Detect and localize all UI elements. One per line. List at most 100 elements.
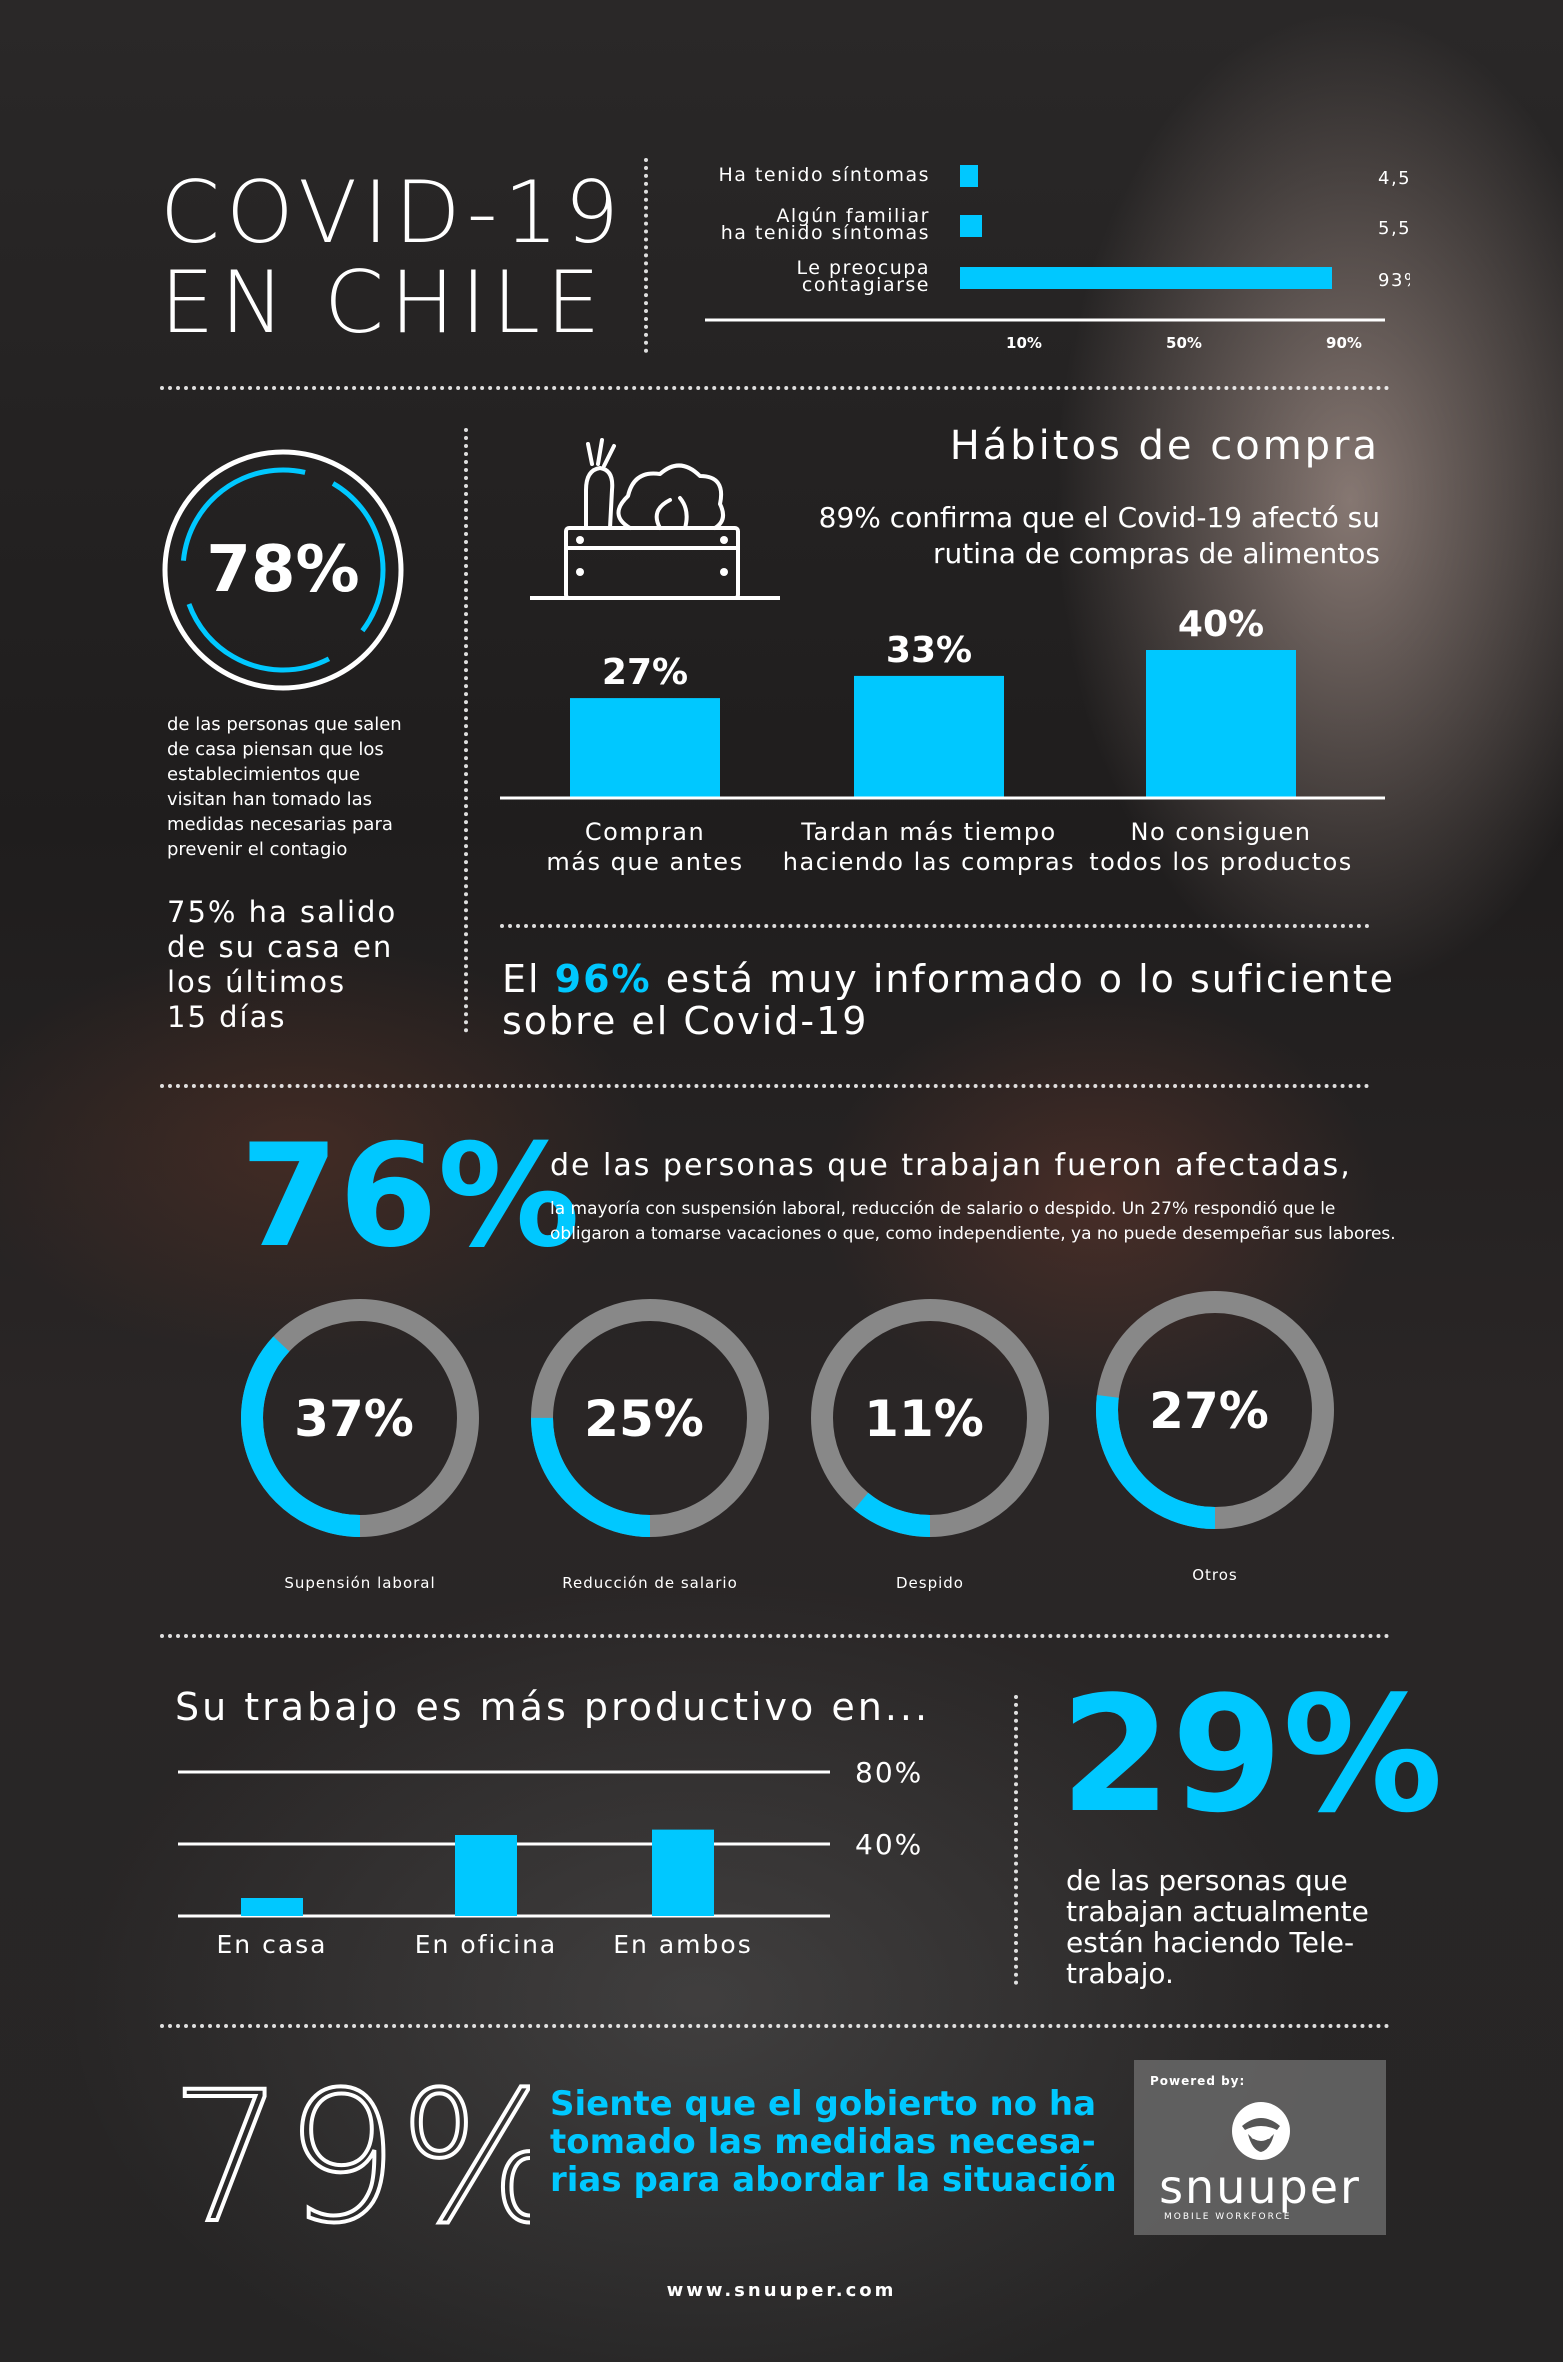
informed-highlight: 96% [554,957,652,1001]
symptom-label-1: ha tenido síntomas [721,222,930,244]
symptom-value-2: 93% [1378,270,1410,291]
productive-title: Su trabajo es más productivo en... [175,1685,931,1729]
donut-value-1: 25% [584,1390,704,1448]
shopping-label-0: Compran [585,818,705,846]
informed-line-2: sobre el Covid-19 [502,999,869,1043]
donut-value-0: 37% [294,1390,414,1448]
shopping-label-1: Tardan más tiempo [800,818,1056,846]
shopping-value-2: 40% [1178,604,1264,645]
symptom-tick-2: 90% [1326,334,1362,352]
divider-4 [160,1634,1390,1638]
shopping-bar-2 [1146,650,1296,798]
government-line-1: Siente que el gobierto no ha [550,2084,1097,2124]
outing-line-3: los últimos [167,965,347,999]
work-headline: de las personas que trabajan fueron afec… [550,1148,1352,1183]
work-detail-line-1: la mayoría con suspensión laboral, reduc… [550,1199,1336,1219]
government-line-3: rias para abordar la situación [550,2160,1117,2200]
shopping-subtitle-line-2: rutina de compras de alimentos [932,537,1380,570]
brand-tagline: MOBILE WORKFORCE [1164,2212,1292,2222]
shopping-subtitle-line-1: 89% confirma que el Covid-19 afectó su [818,501,1380,534]
productive-label-0: En casa [217,1930,328,1959]
shopping-title: Hábitos de compra [949,423,1380,469]
telework-text: de las personas que trabajan actualmente… [1066,1865,1369,1989]
outing-line-1: 75% ha salido [167,895,398,929]
work-detail: la mayoría con suspensión laboral, reduc… [550,1197,1396,1247]
productive-bar-1 [455,1835,517,1916]
divider-5 [160,2024,1390,2028]
donut-label-0: Supensión laboral [284,1574,435,1592]
telework-line-3: están haciendo Tele- [1066,1926,1355,1959]
donut-arc-0 [241,1299,479,1537]
section2-divider [464,428,468,1033]
shopping-value-0: 27% [602,652,688,693]
grocery-crate-icon [530,438,780,600]
shopping-bar-0 [570,698,720,798]
symptom-label-2: Le preocupa [797,257,930,279]
stat-circle-outer [162,449,404,691]
header-divider [644,158,648,353]
symptom-label-0: Ha tenido síntomas [719,164,931,186]
symptom-tick-1: 50% [1166,334,1202,352]
symptom-value-1: 5,5% [1378,218,1410,239]
shopping-bar-1 [854,675,1004,798]
symptom-bar-1 [960,215,982,237]
government-text: Siente que el gobierto no ha tomado las … [550,2085,1117,2199]
informed-suffix: está muy informado o lo suficiente [651,957,1396,1001]
powered-by-label: Powered by: [1150,2074,1246,2088]
productive-label-2: En ambos [613,1930,752,1959]
government-line-2: tomado las medidas necesa- [550,2122,1096,2162]
donut-arc-2 [811,1299,1049,1537]
informed-line-1: El 96% está muy informado o lo suficient… [502,958,1395,1000]
symptom-label-1: Algún familiar [776,205,930,227]
footer-url[interactable]: www.snuuper.com [666,2280,897,2301]
stat-circle-text: de las personas que salen de casa piensa… [167,714,402,860]
telework-line-4: trabajo. [1066,1957,1174,1990]
divider-1 [160,386,1390,390]
shopping-label-2: No consiguen [1131,818,1312,846]
title-line-2: EN CHILE [160,253,607,353]
snuuper-logo-icon [1232,2102,1290,2160]
shopping-label-1: haciendo las compras [783,848,1075,876]
productive-chart: 40% 80% En casa En oficina En ambos [178,1756,923,1959]
outing-line-4: 15 días [167,1000,287,1034]
section4-divider [1014,1695,1018,1985]
donut-label-2: Despido [896,1574,964,1592]
symptom-value-0: 4,5% [1378,168,1410,189]
productive-label-1: En oficina [415,1930,558,1959]
divider-3 [160,1084,1370,1088]
telework-value: 29% [1060,1661,1443,1848]
outing-text: 75% ha salido de su casa en los últimos … [167,895,397,1035]
page-title: COVID-19 EN CHILE [160,168,625,348]
donut-label-3: Otros [1192,1566,1238,1584]
informed-prefix: El [502,957,555,1001]
informed-text: El 96% está muy informado o lo suficient… [502,958,1395,1042]
government-value: 79% [170,2055,530,2240]
brand-box: Powered by: snuuper MOBILE WORKFORCE [1134,2060,1386,2235]
shopping-label-2: todos los productos [1089,848,1353,876]
productive-bar-2 [652,1829,714,1916]
donut-arc-1 [531,1299,769,1537]
symptom-bar-0 [960,165,978,187]
shopping-label-0: más que antes [546,848,743,876]
stat-circle: 78% [162,449,404,691]
divider-2 [500,924,1370,928]
symptom-bar-2 [960,267,1332,289]
productive-tick-1: 80% [855,1756,923,1789]
stat-circle-value: 78% [206,533,359,607]
donut-value-2: 11% [864,1390,984,1448]
productive-bar-0 [241,1898,303,1916]
telework-line-2: trabajan actualmente [1066,1895,1369,1928]
outing-line-2: de su casa en [167,930,394,964]
work-detail-line-2: obligaron a tomarse vacaciones o que, co… [550,1224,1396,1244]
productive-tick-0: 40% [855,1828,923,1861]
stat-circle-accent [180,467,386,673]
donut-value-3: 27% [1149,1382,1269,1440]
shopping-value-1: 33% [886,630,972,671]
svg-text:79%: 79% [170,2055,530,2240]
symptom-tick-0: 10% [1006,334,1042,352]
work-donut-chart: 37% Supensión laboral 25% Reducción de sala… [241,1291,1334,1592]
donut-label-1: Reducción de salario [562,1574,738,1592]
symptom-label-2: contagiarse [802,274,930,296]
